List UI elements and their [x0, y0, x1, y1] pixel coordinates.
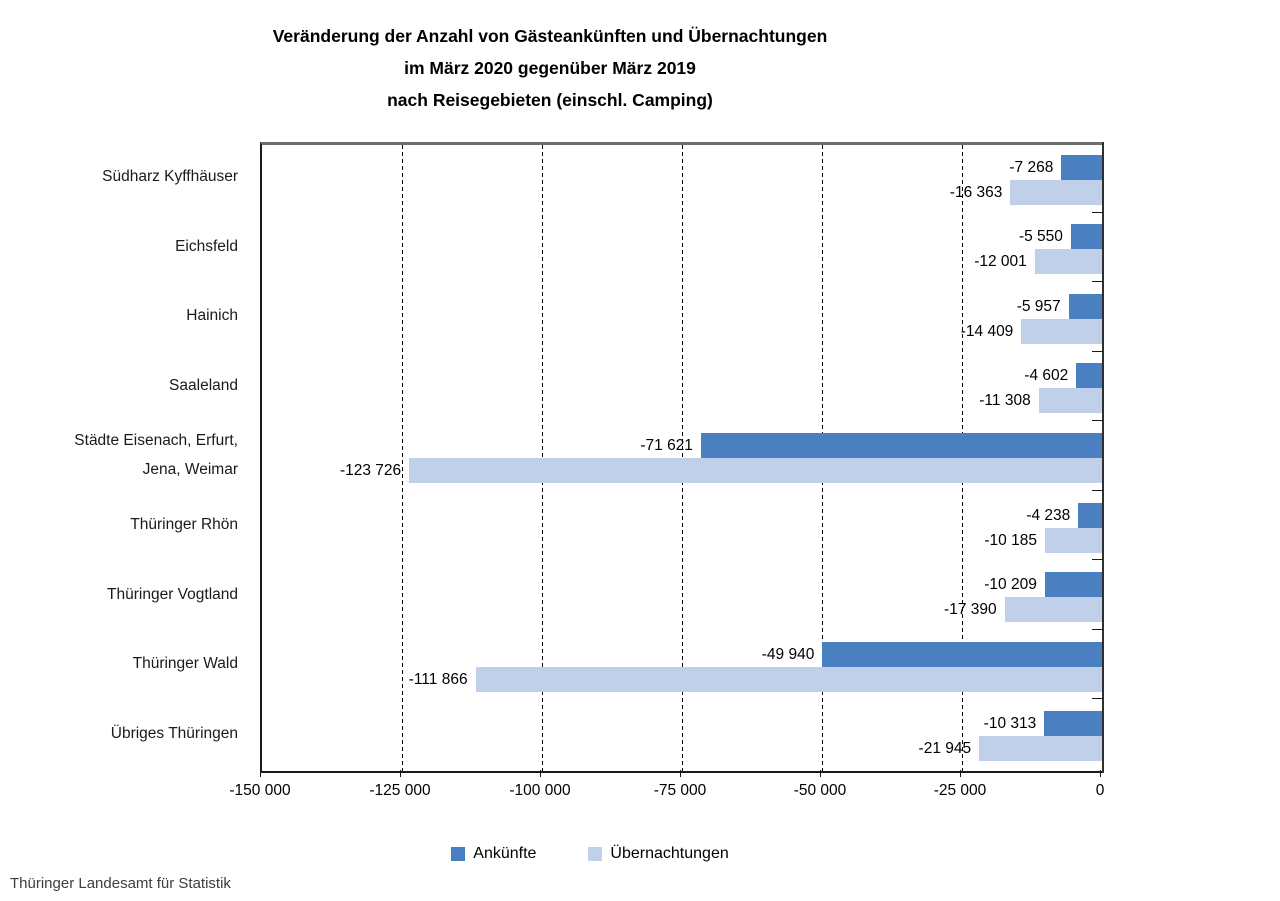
x-tick-mark — [680, 770, 681, 777]
x-tick-mark — [1100, 770, 1101, 777]
x-tick-label: -75 000 — [653, 782, 707, 799]
bar-uebernachtungen — [979, 736, 1102, 762]
zero-value-axis — [1102, 142, 1104, 773]
legend-item: Übernachtungen — [588, 845, 729, 863]
chart-title-line1: Veränderung der Anzahl von Gästeankünfte… — [272, 26, 828, 46]
bar-ankuenfte — [822, 641, 1102, 667]
legend-label: Übernachtungen — [610, 845, 729, 862]
bar-value-label: -71 621 — [640, 437, 693, 454]
bar-value-label: -7 268 — [1009, 158, 1054, 176]
bar-value-label: -21 945 — [918, 740, 972, 758]
bar-uebernachtungen — [1044, 527, 1102, 553]
bar-ankuenfte — [1076, 363, 1102, 389]
x-tick-label: -100 000 — [509, 782, 571, 799]
category-tick-mark — [1092, 698, 1103, 700]
x-tick-mark — [540, 770, 541, 777]
bar-value-label: -10 185 — [984, 531, 1037, 549]
bar-uebernachtungen — [1034, 249, 1102, 275]
bar-ankuenfte — [1044, 711, 1102, 737]
x-tick-label: -25 000 — [933, 782, 987, 799]
bar-ankuenfte — [700, 433, 1102, 458]
bar-value-label: -10 209 — [984, 576, 1037, 594]
category-label: Hainich — [186, 307, 238, 325]
legend-item: Ankünfte — [451, 845, 536, 863]
x-tick-label: 0 — [1095, 782, 1105, 799]
bar-value-label: -5 957 — [1016, 297, 1061, 315]
legend-swatch-ankuenfte — [451, 847, 466, 861]
bar-uebernachtungen — [1004, 597, 1102, 623]
category-label: Thüringer Wald — [132, 655, 238, 673]
gridline — [402, 145, 403, 771]
bar-value-label: -4 238 — [1026, 506, 1071, 524]
bar-value-label: -11 308 — [979, 392, 1031, 410]
legend-label: Ankünfte — [473, 845, 537, 862]
bar-ankuenfte — [1078, 502, 1102, 528]
bar-value-label: -123 726 — [339, 462, 402, 479]
bar-ankuenfte — [1068, 293, 1102, 319]
category-tick-mark — [1092, 628, 1103, 630]
category-label: Thüringer Rhön — [130, 516, 238, 534]
bar-value-label: -17 390 — [944, 601, 997, 619]
bar-uebernachtungen — [475, 666, 1102, 692]
bar-value-label: -10 313 — [983, 715, 1037, 733]
bar-value-label: -49 940 — [761, 645, 815, 663]
bar-uebernachtungen — [1010, 179, 1102, 205]
x-tick-label: -125 000 — [369, 782, 431, 799]
category-label: Städte Eisenach, Erfurt, Jena, Weimar — [74, 432, 238, 478]
category-tick-mark — [1092, 211, 1103, 213]
plot-area: -7 268 -16 363 -5 550 -12 001 -5 957 -14 409 -… — [260, 142, 1104, 773]
source-attribution: Thüringer Landesamt für Statistik — [10, 875, 231, 892]
chart-title-line2: im März 2020 gegenüber März 2019 — [404, 58, 696, 78]
bar-value-label: -5 550 — [1018, 228, 1063, 246]
bar-ankuenfte — [1070, 224, 1102, 250]
legend-swatch-uebernachtungen — [588, 847, 603, 861]
bar-uebernachtungen — [1021, 318, 1102, 344]
bar-value-label: -14 409 — [960, 322, 1014, 340]
x-tick-mark — [820, 770, 821, 777]
category-label: Eichsfeld — [175, 237, 238, 255]
category-tick-mark — [1092, 489, 1103, 491]
category-label: Übriges Thüringen — [110, 724, 238, 742]
bar-uebernachtungen — [1038, 388, 1102, 414]
bar-ankuenfte — [1044, 572, 1102, 598]
category-label: Saaleland — [169, 376, 238, 394]
category-label: Südharz Kyffhäuser — [102, 168, 238, 186]
category-label: Thüringer Vogtland — [107, 585, 238, 603]
bar-value-label: -4 602 — [1024, 367, 1069, 385]
bar-ankuenfte — [1061, 154, 1102, 180]
chart-title: Veränderung der Anzahl von Gästeankünfte… — [0, 20, 1100, 116]
category-tick-mark — [1092, 420, 1103, 422]
bar-value-label: -12 001 — [974, 253, 1027, 271]
category-tick-mark — [1092, 281, 1103, 283]
legend: Ankünfte Übernachtungen — [0, 845, 1180, 863]
bar-uebernachtungen — [409, 458, 1102, 483]
bar-value-label: -16 363 — [949, 183, 1003, 201]
x-tick-mark — [400, 770, 401, 777]
x-tick-mark — [960, 770, 961, 777]
chart-title-line3: nach Reisegebieten (einschl. Camping) — [387, 90, 713, 110]
bar-value-label: -111 866 — [408, 670, 468, 688]
x-tick-mark — [260, 770, 261, 777]
x-tick-label: -150 000 — [229, 782, 291, 799]
category-tick-mark — [1092, 559, 1103, 561]
x-tick-label: -50 000 — [793, 782, 847, 799]
category-tick-mark — [1092, 350, 1103, 352]
